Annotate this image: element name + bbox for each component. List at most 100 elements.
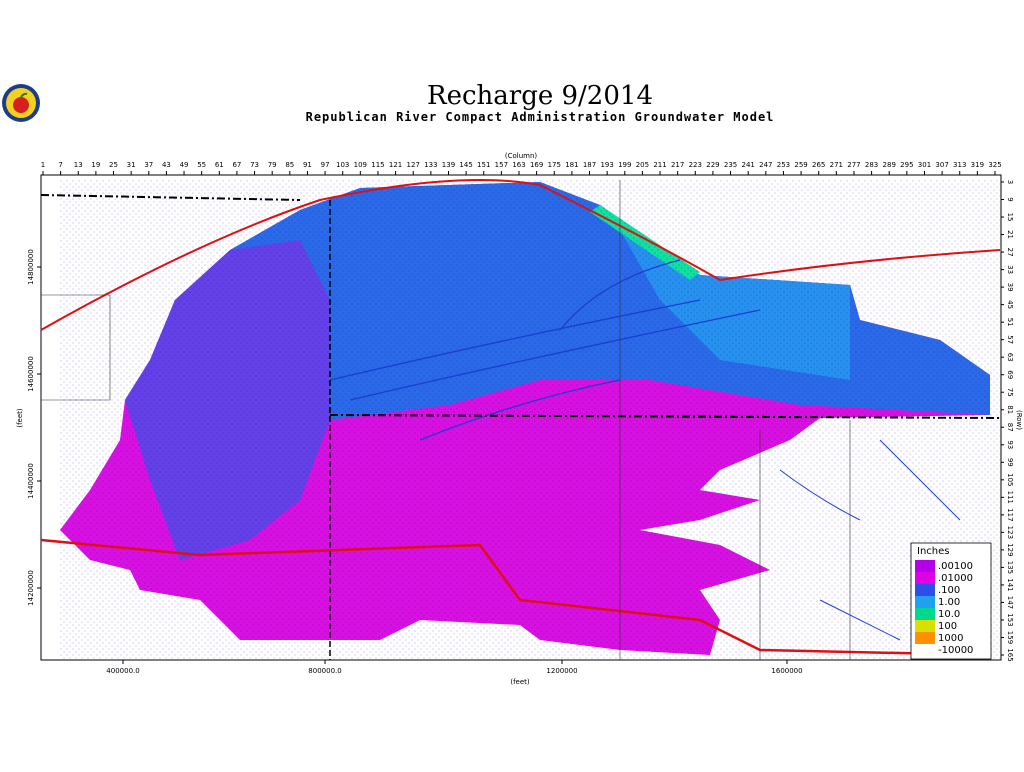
column-tick-label: 61 xyxy=(215,161,224,169)
column-tick-label: 7 xyxy=(58,161,62,169)
column-tick-label: 187 xyxy=(583,161,596,169)
x-tick-label: 1600000 xyxy=(771,667,802,675)
column-tick-label: 295 xyxy=(900,161,913,169)
x-ticks: 400000.0 800000.0 1200000 1600000 xyxy=(106,660,803,675)
row-label: (Row) xyxy=(1015,410,1023,430)
column-tick-label: 223 xyxy=(689,161,702,169)
column-tick-label: 97 xyxy=(321,161,330,169)
column-tick-label: 115 xyxy=(371,161,384,169)
column-tick-label: 211 xyxy=(653,161,666,169)
features xyxy=(40,179,1001,660)
row-tick-label: 63 xyxy=(1006,353,1014,362)
column-tick-label: 205 xyxy=(636,161,649,169)
row-tick-label: 93 xyxy=(1006,440,1014,449)
legend-label: .01000 xyxy=(938,573,973,584)
title: Recharge 9/2014 xyxy=(427,81,653,111)
legend-swatch xyxy=(915,608,935,620)
column-tick-label: 139 xyxy=(442,161,455,169)
row-tick-label: 135 xyxy=(1006,561,1014,574)
legend-swatch xyxy=(915,644,935,656)
row-tick-label: 3 xyxy=(1006,180,1014,184)
column-tick-label: 307 xyxy=(935,161,948,169)
row-tick-label: 75 xyxy=(1006,388,1014,397)
column-tick-label: 241 xyxy=(741,161,754,169)
column-tick-label: 169 xyxy=(530,161,543,169)
column-tick-label: 301 xyxy=(918,161,931,169)
x-axis-label: (feet) xyxy=(510,678,530,686)
column-tick-label: 247 xyxy=(759,161,772,169)
column-tick-label: 121 xyxy=(389,161,402,169)
row-tick-label: 111 xyxy=(1006,491,1014,504)
column-tick-label: 289 xyxy=(883,161,896,169)
legend-label: .00100 xyxy=(938,561,973,572)
x-tick-label: 1200000 xyxy=(546,667,577,675)
row-tick-label: 117 xyxy=(1006,508,1014,521)
legend-label: 100 xyxy=(938,621,957,632)
legend-label: 1000 xyxy=(938,633,963,644)
column-tick-label: 181 xyxy=(565,161,578,169)
column-tick-label: 103 xyxy=(336,161,349,169)
y-tick-label: 14800000 xyxy=(27,249,35,285)
column-tick-label: 85 xyxy=(285,161,294,169)
column-tick-label: 277 xyxy=(847,161,860,169)
column-tick-label: 325 xyxy=(988,161,1001,169)
column-tick-label: 313 xyxy=(953,161,966,169)
recharge-field xyxy=(60,180,1000,660)
column-tick-label: 217 xyxy=(671,161,684,169)
column-tick-label: 145 xyxy=(459,161,472,169)
row-tick-label: 123 xyxy=(1006,526,1014,539)
column-tick-label: 133 xyxy=(424,161,437,169)
legend-title: Inches xyxy=(917,546,950,557)
legend-label: 10.0 xyxy=(938,609,960,620)
row-tick-label: 153 xyxy=(1006,613,1014,626)
legend-label: .100 xyxy=(938,585,960,596)
column-tick-label: 79 xyxy=(268,161,277,169)
column-tick-label: 253 xyxy=(777,161,790,169)
column-tick-label: 283 xyxy=(865,161,878,169)
y-tick-label: 14200000 xyxy=(27,570,35,606)
row-tick-label: 21 xyxy=(1006,230,1014,239)
row-tick-label: 165 xyxy=(1006,648,1014,661)
row-tick-label: 81 xyxy=(1006,405,1014,414)
row-tick-label: 45 xyxy=(1006,300,1014,309)
subtitle: Republican River Compact Administration … xyxy=(306,110,775,124)
column-tick-label: 271 xyxy=(830,161,843,169)
column-tick-label: 1 xyxy=(41,161,45,169)
column-tick-label: 55 xyxy=(197,161,206,169)
row-tick-label: 141 xyxy=(1006,578,1014,591)
legend-swatch xyxy=(915,632,935,644)
legend-swatch xyxy=(915,584,935,596)
column-tick-label: 151 xyxy=(477,161,490,169)
row-tick-label: 15 xyxy=(1006,213,1014,222)
x-tick-label: 400000.0 xyxy=(106,667,139,675)
column-tick-label: 193 xyxy=(600,161,613,169)
column-tick-label: 157 xyxy=(495,161,508,169)
legend-label: -10000 xyxy=(938,645,973,656)
row-tick-label: 147 xyxy=(1006,596,1014,609)
row-tick-label: 51 xyxy=(1006,318,1014,327)
column-tick-label: 67 xyxy=(232,161,241,169)
legend-swatch xyxy=(915,596,935,608)
x-tick-label: 800000.0 xyxy=(308,667,341,675)
column-tick-label: 73 xyxy=(250,161,259,169)
column-tick-label: 175 xyxy=(548,161,561,169)
column-tick-label: 13 xyxy=(74,161,83,169)
row-tick-label: 69 xyxy=(1006,370,1014,379)
y-ticks: 14800000 14600000 14400000 14200000 xyxy=(27,249,41,606)
column-tick-label: 127 xyxy=(407,161,420,169)
column-tick-label: 43 xyxy=(162,161,171,169)
y-axis-label: (feet) xyxy=(16,408,24,428)
logo xyxy=(2,84,40,122)
column-tick-label: 319 xyxy=(971,161,984,169)
column-tick-label: 229 xyxy=(706,161,719,169)
row-ticks: 3915212733394551576369758187939910511111… xyxy=(1001,180,1014,662)
column-tick-label: 25 xyxy=(109,161,118,169)
row-tick-label: 159 xyxy=(1006,631,1014,644)
row-tick-label: 57 xyxy=(1006,335,1014,344)
row-tick-label: 33 xyxy=(1006,265,1014,274)
column-tick-label: 265 xyxy=(812,161,825,169)
y-tick-label: 14600000 xyxy=(27,356,35,392)
row-tick-label: 129 xyxy=(1006,543,1014,556)
column-tick-label: 199 xyxy=(618,161,631,169)
